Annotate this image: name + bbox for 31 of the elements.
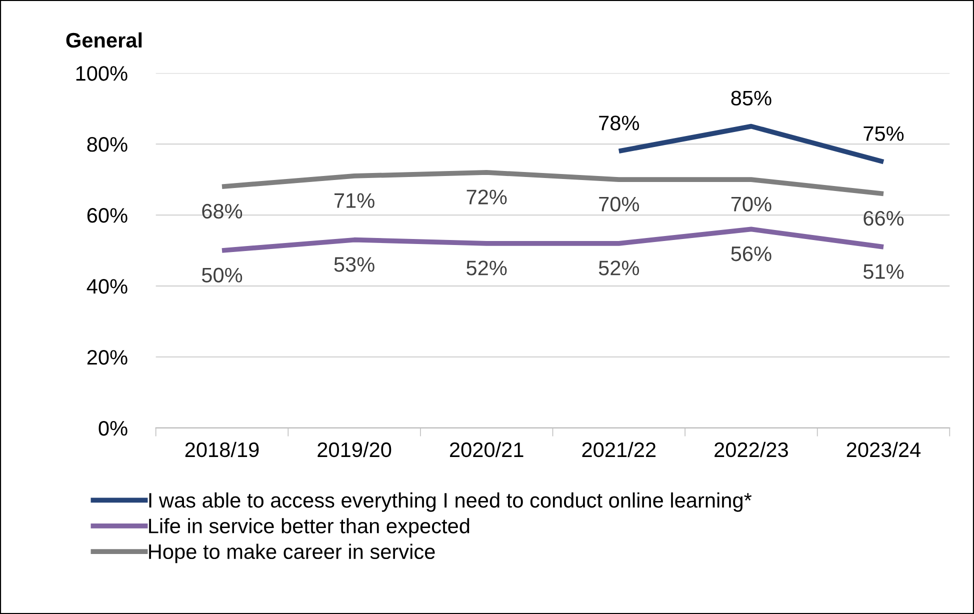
data-label: 68% xyxy=(202,204,242,219)
data-label: 85% xyxy=(731,90,772,106)
data-label: 75% xyxy=(864,126,904,142)
x-tick-label: 2023/24 xyxy=(846,442,921,458)
data-label: 51% xyxy=(863,264,904,279)
y-tick-label: 40% xyxy=(86,279,128,294)
data-label: 66% xyxy=(864,210,904,226)
y-tick-label: 0% xyxy=(98,420,128,436)
x-tick-label: 2021/22 xyxy=(582,442,656,458)
data-label: 72% xyxy=(466,190,507,204)
y-tick-label: 100% xyxy=(76,66,128,81)
data-label: 53% xyxy=(334,257,374,272)
data-label: 56% xyxy=(731,246,772,262)
x-tick-label: 2020/21 xyxy=(450,442,524,458)
y-tick-label: 80% xyxy=(87,137,128,152)
y-tick-label: 20% xyxy=(87,350,128,365)
data-label: 70% xyxy=(731,196,772,212)
x-tick-label: 2018/19 xyxy=(185,442,259,458)
legend-label: Hope to make career in service xyxy=(149,544,435,564)
data-label: 71% xyxy=(334,193,374,208)
data-label: 52% xyxy=(466,260,507,276)
y-axis-title: General xyxy=(66,32,142,48)
y-tick-label: 60% xyxy=(87,208,128,223)
legend-label: Life in service better than expected xyxy=(149,518,470,538)
data-label: 50% xyxy=(202,268,242,282)
x-tick-label: 2022/23 xyxy=(714,442,788,458)
data-label: 70% xyxy=(599,196,640,212)
x-tick-label: 2019/20 xyxy=(318,442,392,458)
data-label: 78% xyxy=(599,116,640,130)
legend-label: I was able to access everything I need to conduct online learning* xyxy=(149,492,752,512)
data-label: 52% xyxy=(598,260,640,276)
